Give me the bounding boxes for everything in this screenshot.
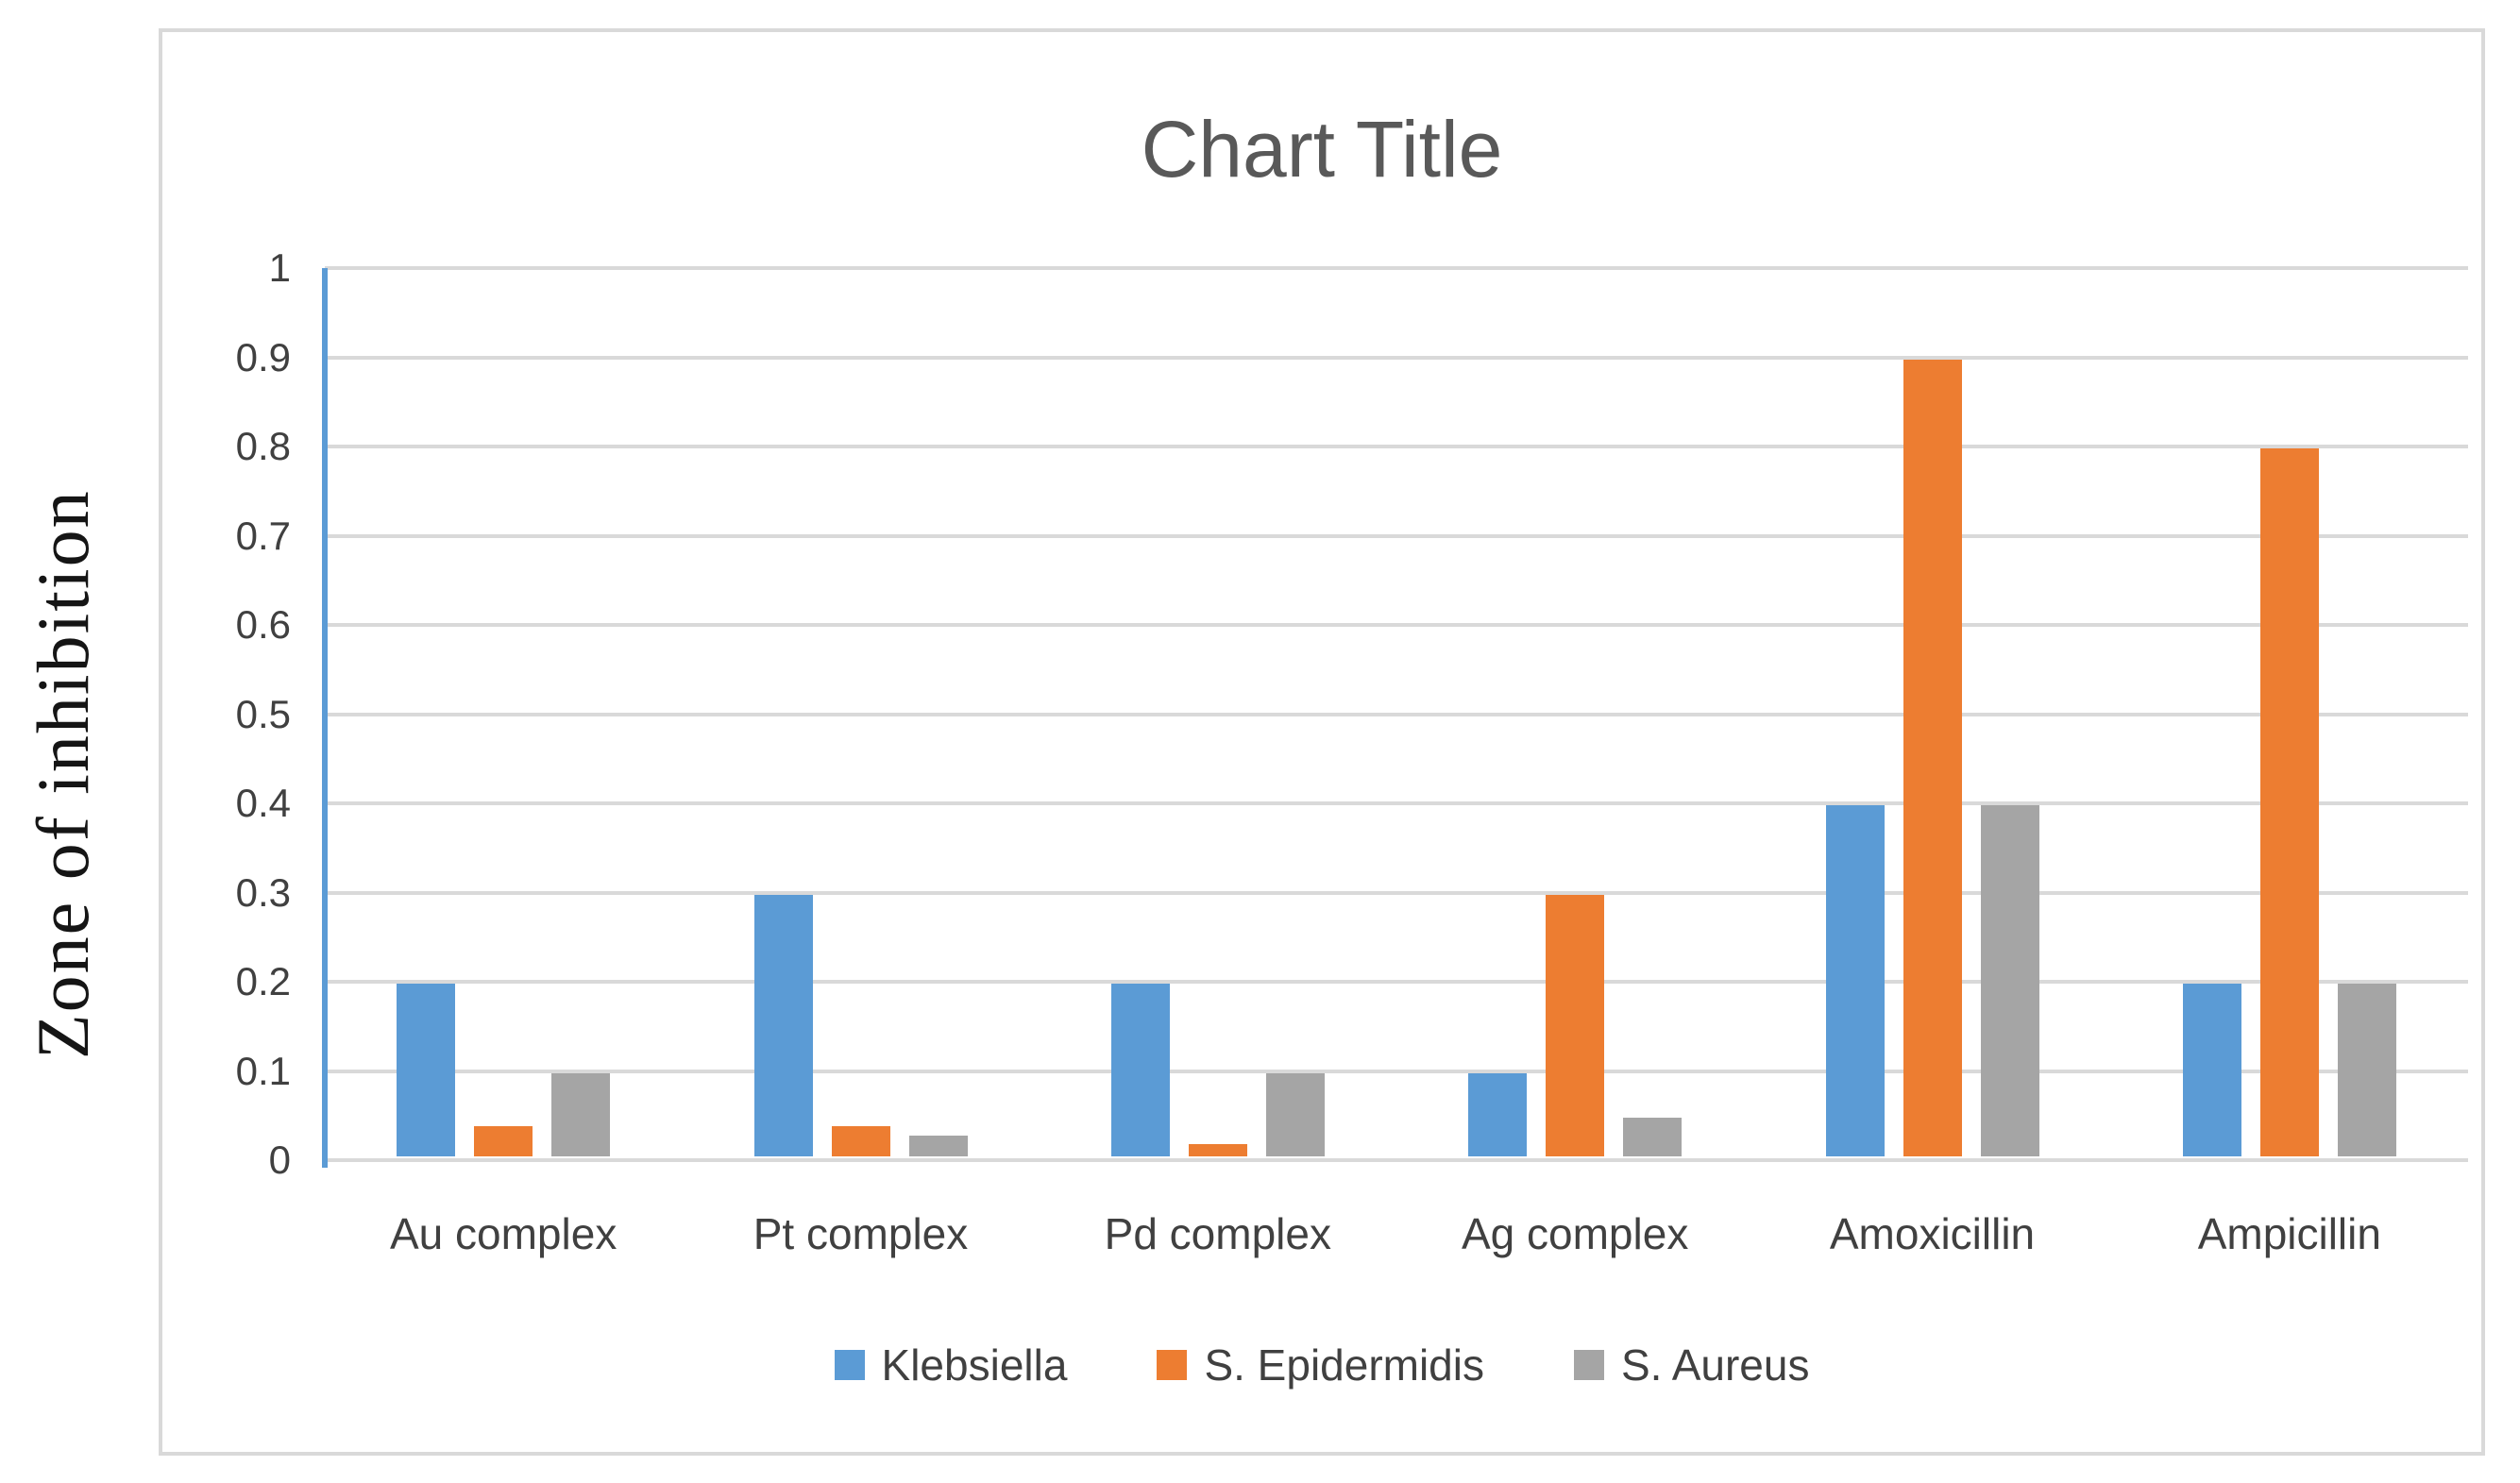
bar-s-aureus-amoxicillin: [1980, 805, 2039, 1156]
legend-label: S. Aureus: [1621, 1340, 1810, 1390]
y-tick-label: 1: [268, 245, 291, 290]
x-category-label: Au complex: [389, 1209, 617, 1258]
gridline: [325, 1069, 2468, 1073]
gridline: [325, 890, 2468, 895]
chart-title: Chart Title: [1141, 105, 1503, 194]
x-axis-line: [325, 1158, 2468, 1162]
bar-klebsiella-pt-complex: [753, 894, 813, 1156]
gridline: [325, 445, 2468, 448]
y-tick-label: 0.6: [235, 602, 291, 647]
y-tick-label: 0.1: [235, 1048, 291, 1093]
gridline: [325, 623, 2468, 627]
y-tick-label: 0.8: [235, 424, 291, 468]
x-category-label: Ampicillin: [2197, 1209, 2381, 1258]
y-tick-label: 0.2: [235, 959, 291, 1003]
bar-klebsiella-pd-complex: [1110, 984, 1170, 1156]
x-category-label: Pd complex: [1104, 1209, 1331, 1258]
bar-klebsiella-ag-complex: [1468, 1072, 1528, 1156]
legend-swatch-icon: [1157, 1350, 1188, 1380]
bar-klebsiella-amoxicillin: [1825, 805, 1885, 1156]
legend-item-s-epidermidis: S. Epidermidis: [1157, 1340, 1484, 1390]
bar-s-epidermidis-pt-complex: [831, 1126, 890, 1156]
x-category-label: Pt complex: [753, 1209, 969, 1258]
bar-s-epidermidis-pd-complex: [1188, 1144, 1247, 1156]
x-category-label: Ag complex: [1461, 1209, 1689, 1258]
y-tick-label: 0.3: [235, 869, 291, 915]
y-tick-label: 0: [268, 1138, 291, 1182]
x-category-label: Amoxicillin: [1829, 1209, 2036, 1258]
plot-area: [322, 266, 2468, 1168]
legend-label: Klebsiella: [881, 1340, 1068, 1390]
y-axis-title: Zone of inhibition: [22, 489, 104, 1059]
y-axis-line: [322, 268, 328, 1168]
bar-klebsiella-au-complex: [397, 984, 456, 1156]
bar-klebsiella-ampicillin: [2182, 984, 2241, 1156]
gridline: [325, 355, 2468, 360]
y-tick-label: 0.9: [235, 334, 291, 379]
y-tick-label: 0.5: [235, 691, 291, 736]
bar-s-aureus-au-complex: [551, 1072, 611, 1156]
legend-label: S. Epidermidis: [1204, 1340, 1484, 1390]
gridline: [325, 712, 2468, 716]
legend-swatch-icon: [1574, 1350, 1604, 1380]
gridline: [325, 980, 2468, 984]
legend: Klebsiella S. Epidermidis S. Aureus: [162, 1340, 2481, 1390]
bar-s-aureus-pt-complex: [908, 1135, 968, 1156]
gridline: [325, 266, 2468, 270]
legend-swatch-icon: [834, 1350, 865, 1380]
bar-s-epidermidis-ag-complex: [1546, 894, 1605, 1156]
gridline: [325, 801, 2468, 805]
bar-s-aureus-ag-complex: [1623, 1117, 1683, 1156]
bar-s-epidermidis-au-complex: [474, 1126, 533, 1156]
bar-s-aureus-ampicillin: [2337, 984, 2396, 1156]
bar-s-epidermidis-amoxicillin: [1903, 359, 1962, 1156]
legend-item-klebsiella: Klebsiella: [834, 1340, 1068, 1390]
bar-s-epidermidis-ampicillin: [2259, 448, 2319, 1156]
chart-container: Chart Title 1 0.9 0.8 0.7 0.6 0.5 0.4 0.3 0.2 0.1…: [159, 28, 2485, 1456]
bar-s-aureus-pd-complex: [1265, 1072, 1325, 1156]
y-tick-label: 0.4: [235, 781, 291, 825]
legend-item-s-aureus: S. Aureus: [1574, 1340, 1809, 1390]
y-tick-label: 0.7: [235, 513, 291, 558]
gridline: [325, 533, 2468, 538]
